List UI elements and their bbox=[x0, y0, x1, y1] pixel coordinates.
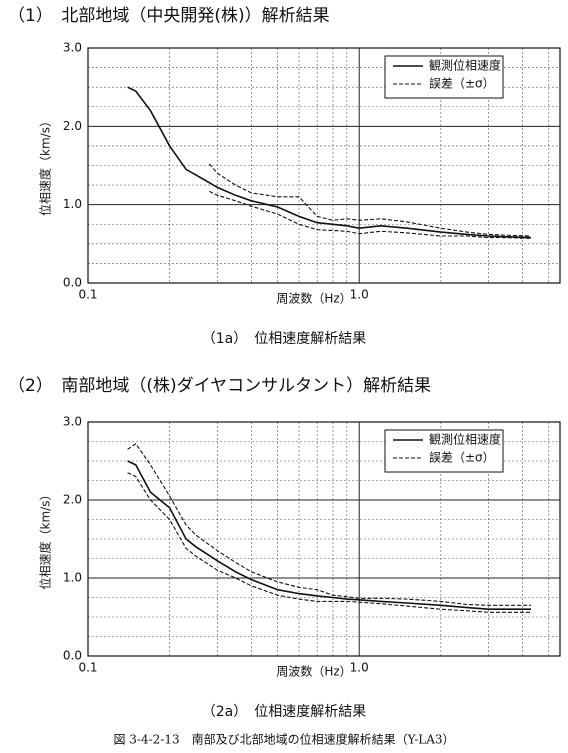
x-tick-label: 0.1 bbox=[78, 288, 97, 302]
legend-box bbox=[384, 55, 504, 99]
series-line bbox=[208, 163, 532, 237]
x-axis-label: 周波数（Hz） bbox=[276, 664, 351, 679]
caption: （1a） 位相速度解析結果 bbox=[202, 331, 367, 347]
series-line bbox=[127, 86, 532, 239]
x-tick-label: 1.0 bbox=[350, 288, 369, 302]
section-heading: （2） 南部地域（(株)ダイヤコンサルタント）解析結果 bbox=[8, 376, 431, 396]
y-axis-label: 位相速度（km/s） bbox=[38, 489, 53, 590]
plot-frame bbox=[87, 421, 561, 657]
plot-frame bbox=[87, 47, 561, 284]
legend-label: 観測位相速度 bbox=[429, 432, 501, 447]
x-axis-label: 周波数（Hz） bbox=[276, 291, 351, 306]
y-axis-label: 位相速度（km/s） bbox=[38, 115, 53, 216]
caption: （2a） 位相速度解析結果 bbox=[202, 704, 367, 720]
series-line bbox=[127, 472, 531, 613]
series-line bbox=[209, 190, 532, 239]
series-line bbox=[127, 460, 531, 610]
y-tick-label: 3.0 bbox=[63, 41, 82, 55]
x-tick-label: 1.0 bbox=[350, 661, 369, 675]
legend-label: 観測位相速度 bbox=[429, 58, 501, 73]
chart: （2） 南部地域（(株)ダイヤコンサルタント）解析結果 0.0 1.0 2.0 3.0 0… bbox=[8, 376, 561, 720]
y-tick-label: 2.0 bbox=[63, 493, 82, 507]
y-tick-label: 1.0 bbox=[63, 571, 82, 585]
legend-label: 誤差（±σ） bbox=[429, 450, 495, 465]
y-tick-label: 0.0 bbox=[63, 649, 82, 663]
y-tick-label: 0.0 bbox=[63, 276, 82, 290]
figure-caption: 図 3-4-2-13 南部及び北部地域の位相速度解析結果（Y-LA3） bbox=[113, 732, 454, 747]
y-tick-label: 3.0 bbox=[63, 415, 82, 429]
legend-label: 誤差（±σ） bbox=[429, 76, 495, 91]
series-line bbox=[127, 443, 531, 606]
y-tick-label: 1.0 bbox=[63, 197, 82, 211]
section-heading: （1） 北部地域（中央開発(株)）解析結果 bbox=[8, 6, 330, 26]
y-tick-label: 2.0 bbox=[63, 119, 82, 133]
x-tick-label: 0.1 bbox=[78, 661, 97, 675]
legend-box bbox=[384, 429, 504, 473]
